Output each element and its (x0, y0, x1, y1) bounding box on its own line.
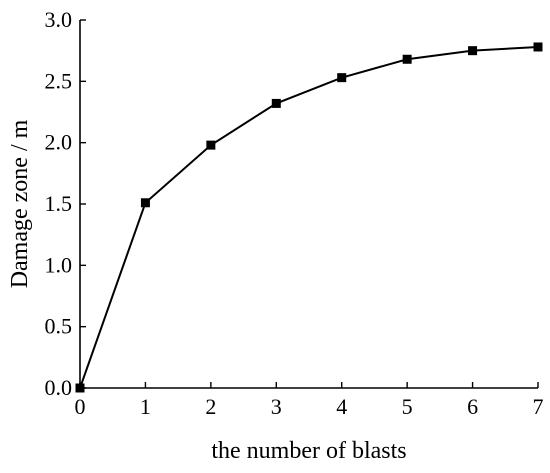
data-point-marker (337, 73, 347, 83)
x-tick-label: 2 (205, 394, 216, 419)
x-tick-label: 1 (140, 394, 151, 419)
data-point-marker (402, 54, 412, 64)
y-axis-ticks: 0.0 0.5 1.0 1.5 2.0 2.5 3.0 (45, 7, 86, 400)
y-tick-label: 2.0 (45, 130, 73, 155)
data-point-marker (140, 198, 150, 208)
y-tick-label: 1.5 (45, 191, 73, 216)
data-point-marker (206, 140, 216, 150)
x-tick-label: 6 (467, 394, 478, 419)
y-tick-label: 3.0 (45, 7, 73, 32)
y-tick-label: 0.0 (45, 375, 73, 400)
series-line (79, 45, 539, 389)
y-tick-label: 0.5 (45, 314, 73, 339)
x-tick-label: 4 (336, 394, 347, 419)
x-axis-ticks: 0 1 2 3 4 5 6 7 (75, 382, 544, 419)
y-axis-label: Damage zone / m (7, 119, 33, 288)
data-point-marker (533, 42, 543, 52)
data-point-marker (271, 98, 281, 108)
x-tick-label: 5 (402, 394, 413, 419)
x-tick-label: 7 (533, 394, 544, 419)
x-tick-label: 0 (75, 394, 86, 419)
data-point-marker (75, 383, 85, 393)
data-point-marker (468, 46, 478, 56)
x-axis-label: the number of blasts (211, 438, 406, 464)
series-group (75, 42, 543, 393)
x-tick-label: 3 (271, 394, 282, 419)
y-tick-label: 2.5 (45, 68, 73, 93)
y-tick-label: 1.0 (45, 252, 73, 277)
